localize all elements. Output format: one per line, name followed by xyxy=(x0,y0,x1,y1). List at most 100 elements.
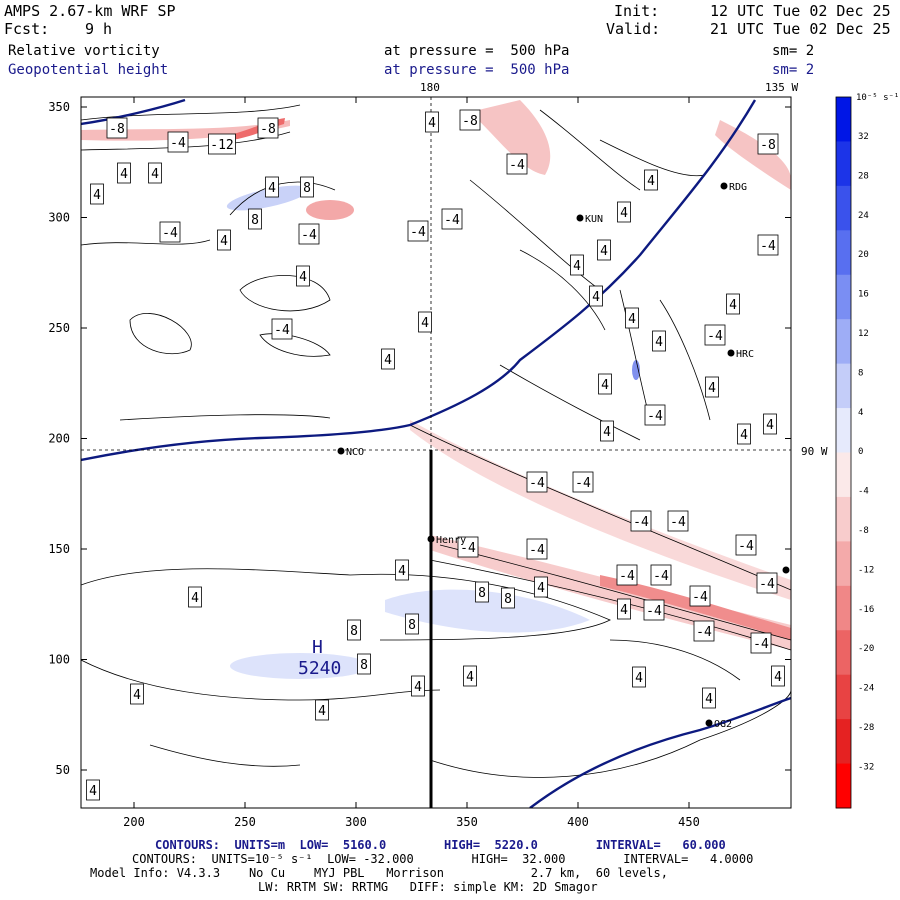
contour-label: -4 xyxy=(630,510,652,532)
colorbar-segment xyxy=(836,630,851,676)
colorbar-segment xyxy=(836,452,851,498)
high-marker: H xyxy=(312,637,323,658)
contour-label: 4 xyxy=(217,229,231,251)
svg-text:4: 4 xyxy=(421,316,429,331)
forecast-hour: 9 h xyxy=(85,20,113,38)
svg-text:-8: -8 xyxy=(462,114,478,129)
svg-text:4: 4 xyxy=(620,206,628,221)
svg-text:-4: -4 xyxy=(162,226,178,241)
contour-label: -4 xyxy=(667,510,689,532)
svg-text:-12: -12 xyxy=(210,138,233,153)
svg-text:-4: -4 xyxy=(633,515,649,530)
contour-label: 4 xyxy=(411,675,425,697)
svg-text:4: 4 xyxy=(774,670,782,685)
valid-time: 21 UTC Tue 02 Dec 25 xyxy=(710,20,891,38)
contour-label: 8 xyxy=(248,208,262,230)
forecast-label: Fcst: xyxy=(4,20,50,38)
svg-text:-8: -8 xyxy=(109,122,125,137)
colorbar-tick-label: -20 xyxy=(858,644,874,654)
svg-text:4: 4 xyxy=(740,428,748,443)
colorbar-frame xyxy=(835,96,852,809)
init-label: Init: xyxy=(614,2,660,20)
colorbar-tick-label: -28 xyxy=(858,723,874,733)
svg-text:-4: -4 xyxy=(759,577,775,592)
contour-label: 8 xyxy=(501,587,515,609)
svg-text:4: 4 xyxy=(592,290,600,305)
contour-label: -12 xyxy=(208,133,236,155)
contour-label: 4 xyxy=(463,665,477,687)
contour-label: 4 xyxy=(425,111,439,133)
contour-label: 4 xyxy=(632,666,646,688)
contour-label: -4 xyxy=(735,534,757,556)
contour-label: -4 xyxy=(298,223,320,245)
footer-model-info: Model Info: V4.3.3 No Cu MYJ PBL Morriso… xyxy=(90,866,668,880)
contour-label: 4 xyxy=(315,699,329,721)
svg-text:4: 4 xyxy=(384,353,392,368)
colorbar-tick-label: -8 xyxy=(858,526,869,536)
colorbar-segment xyxy=(836,141,851,187)
colorbar-segment xyxy=(836,230,851,276)
station-rdg: RDG xyxy=(720,182,747,193)
contour-label: -8 xyxy=(106,117,128,139)
contour-label: -4 xyxy=(572,471,594,493)
contour-label: 8 xyxy=(475,581,489,603)
colorbar-tick-label: 24 xyxy=(858,211,869,221)
contour-label: 4 xyxy=(296,265,310,287)
colorbar-segment xyxy=(836,541,851,587)
height-value-label: 5240 xyxy=(298,658,341,679)
y-tick-label: 350 xyxy=(48,100,70,114)
contour-label: -4 xyxy=(750,632,772,654)
svg-text:4: 4 xyxy=(133,688,141,703)
model-title: AMPS 2.67-km WRF SP xyxy=(4,2,176,20)
contour-label: 4 xyxy=(570,254,584,276)
x-tick-label: 400 xyxy=(567,815,589,829)
contour-label: -4 xyxy=(506,153,528,175)
height-contours xyxy=(81,98,791,808)
svg-text:4: 4 xyxy=(299,270,307,285)
contour-label: -8 xyxy=(459,109,481,131)
contour-label: 4 xyxy=(188,586,202,608)
colorbar: 32 28 24 20 16 12 8 4 0 -4 -8 -12 -16 -20 -24 -28 -32 xyxy=(835,96,874,809)
svg-text:8: 8 xyxy=(360,658,368,673)
svg-text:-4: -4 xyxy=(575,476,591,491)
svg-text:4: 4 xyxy=(191,591,199,606)
svg-text:4: 4 xyxy=(151,167,159,182)
svg-text:-4: -4 xyxy=(653,569,669,584)
vorticity-shading xyxy=(470,100,551,175)
station-markers: RDG KUN HRC NCO Henry OG2 xyxy=(337,182,790,730)
colorbar-tick-label: 32 xyxy=(858,132,869,142)
colorbar-segment xyxy=(836,674,851,720)
colorbar-tick-label: 0 xyxy=(858,447,863,457)
svg-text:RDG: RDG xyxy=(729,182,747,193)
contour-label: 4 xyxy=(598,373,612,395)
contour-label: -4 xyxy=(704,324,726,346)
contour-label: -4 xyxy=(407,220,429,242)
contour-label: 4 xyxy=(395,559,409,581)
contour-label: -4 xyxy=(159,221,181,243)
svg-text:-8: -8 xyxy=(260,122,276,137)
colorbar-tick-label: 12 xyxy=(858,329,869,339)
svg-text:4: 4 xyxy=(708,381,716,396)
svg-text:4: 4 xyxy=(268,181,276,196)
svg-text:-4: -4 xyxy=(529,543,545,558)
contour-label: -8 xyxy=(757,133,779,155)
contour-label: 4 xyxy=(381,348,395,370)
field2-name: Geopotential height xyxy=(8,62,169,78)
contour-label: 4 xyxy=(652,330,666,352)
colorbar-segment xyxy=(836,185,851,231)
svg-text:4: 4 xyxy=(655,335,663,350)
contour-label: -4 xyxy=(757,234,779,256)
contour-label: 8 xyxy=(405,613,419,635)
valid-label: Valid: xyxy=(606,20,661,38)
svg-text:4: 4 xyxy=(466,670,474,685)
colorbar-segment xyxy=(836,408,851,453)
svg-text:-4: -4 xyxy=(460,541,476,556)
colorbar-segment xyxy=(836,319,851,365)
colorbar-segment xyxy=(836,585,851,631)
contour-label: 4 xyxy=(534,576,548,598)
svg-text:-4: -4 xyxy=(670,515,686,530)
svg-text:4: 4 xyxy=(537,581,545,596)
x-tick-label: 250 xyxy=(234,815,256,829)
svg-text:-4: -4 xyxy=(646,604,662,619)
svg-text:4: 4 xyxy=(635,671,643,686)
